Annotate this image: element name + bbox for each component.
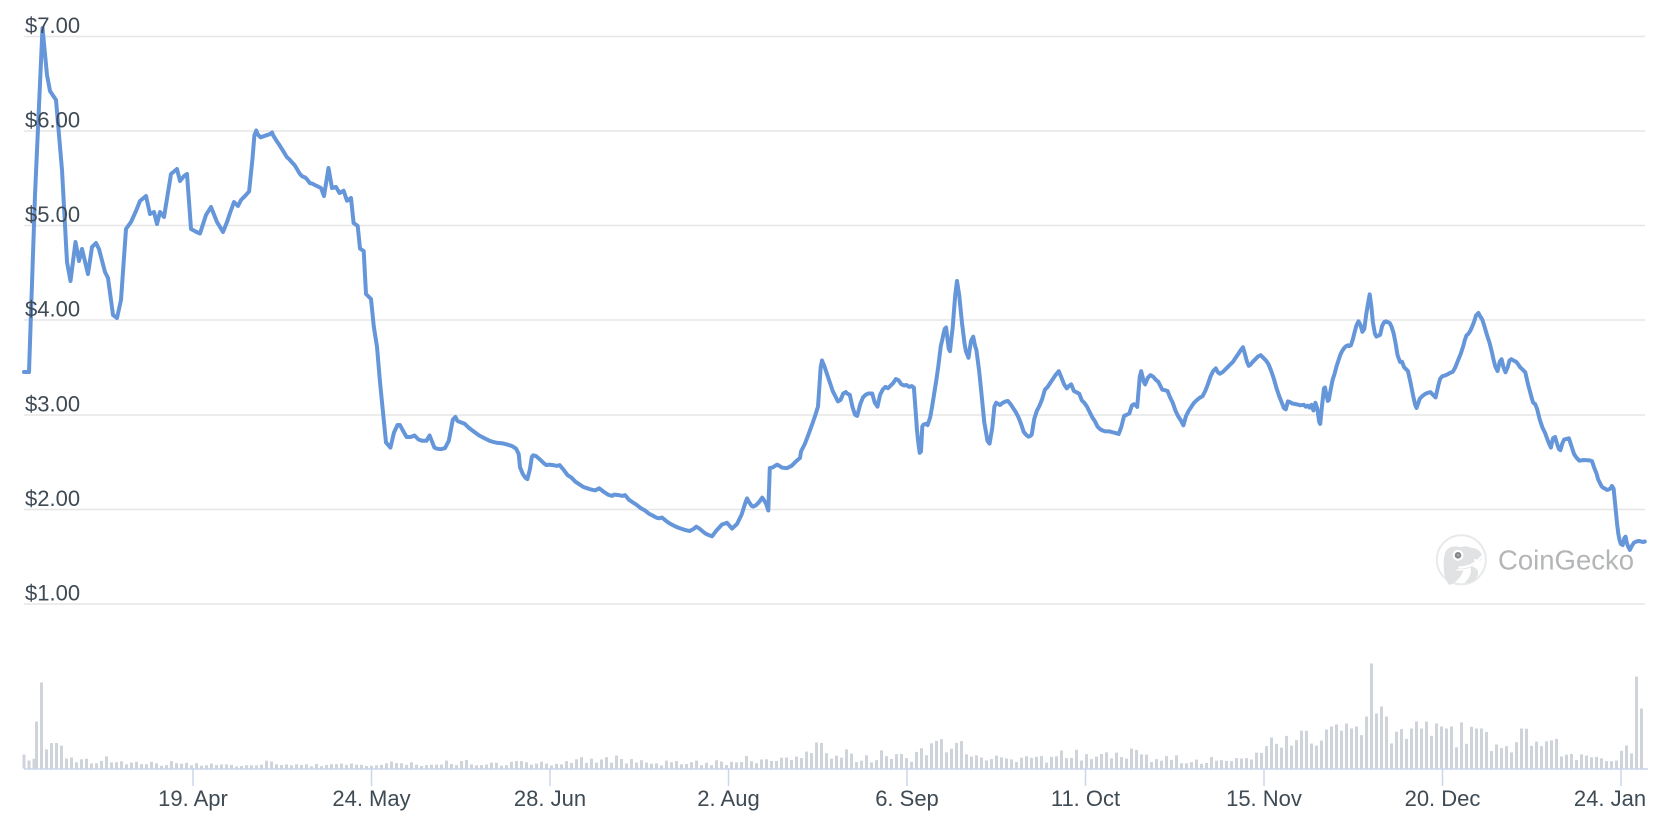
svg-text:24. May: 24. May (332, 786, 410, 811)
svg-text:2. Aug: 2. Aug (697, 786, 759, 811)
svg-text:19. Apr: 19. Apr (158, 786, 228, 811)
svg-text:20. Dec: 20. Dec (1405, 786, 1481, 811)
svg-text:24. Jan: 24. Jan (1574, 786, 1646, 811)
svg-text:11. Oct: 11. Oct (1051, 786, 1120, 811)
svg-text:CoinGecko: CoinGecko (1498, 545, 1634, 576)
svg-text:6. Sep: 6. Sep (875, 786, 939, 811)
svg-text:$5.00: $5.00 (25, 202, 80, 227)
svg-text:$3.00: $3.00 (25, 392, 80, 417)
svg-text:$1.00: $1.00 (25, 581, 80, 606)
svg-text:$2.00: $2.00 (25, 486, 80, 511)
svg-text:28. Jun: 28. Jun (514, 786, 586, 811)
svg-text:$6.00: $6.00 (25, 108, 80, 133)
svg-text:15. Nov: 15. Nov (1226, 786, 1302, 811)
svg-text:$7.00: $7.00 (25, 13, 80, 38)
svg-text:$4.00: $4.00 (25, 297, 80, 322)
